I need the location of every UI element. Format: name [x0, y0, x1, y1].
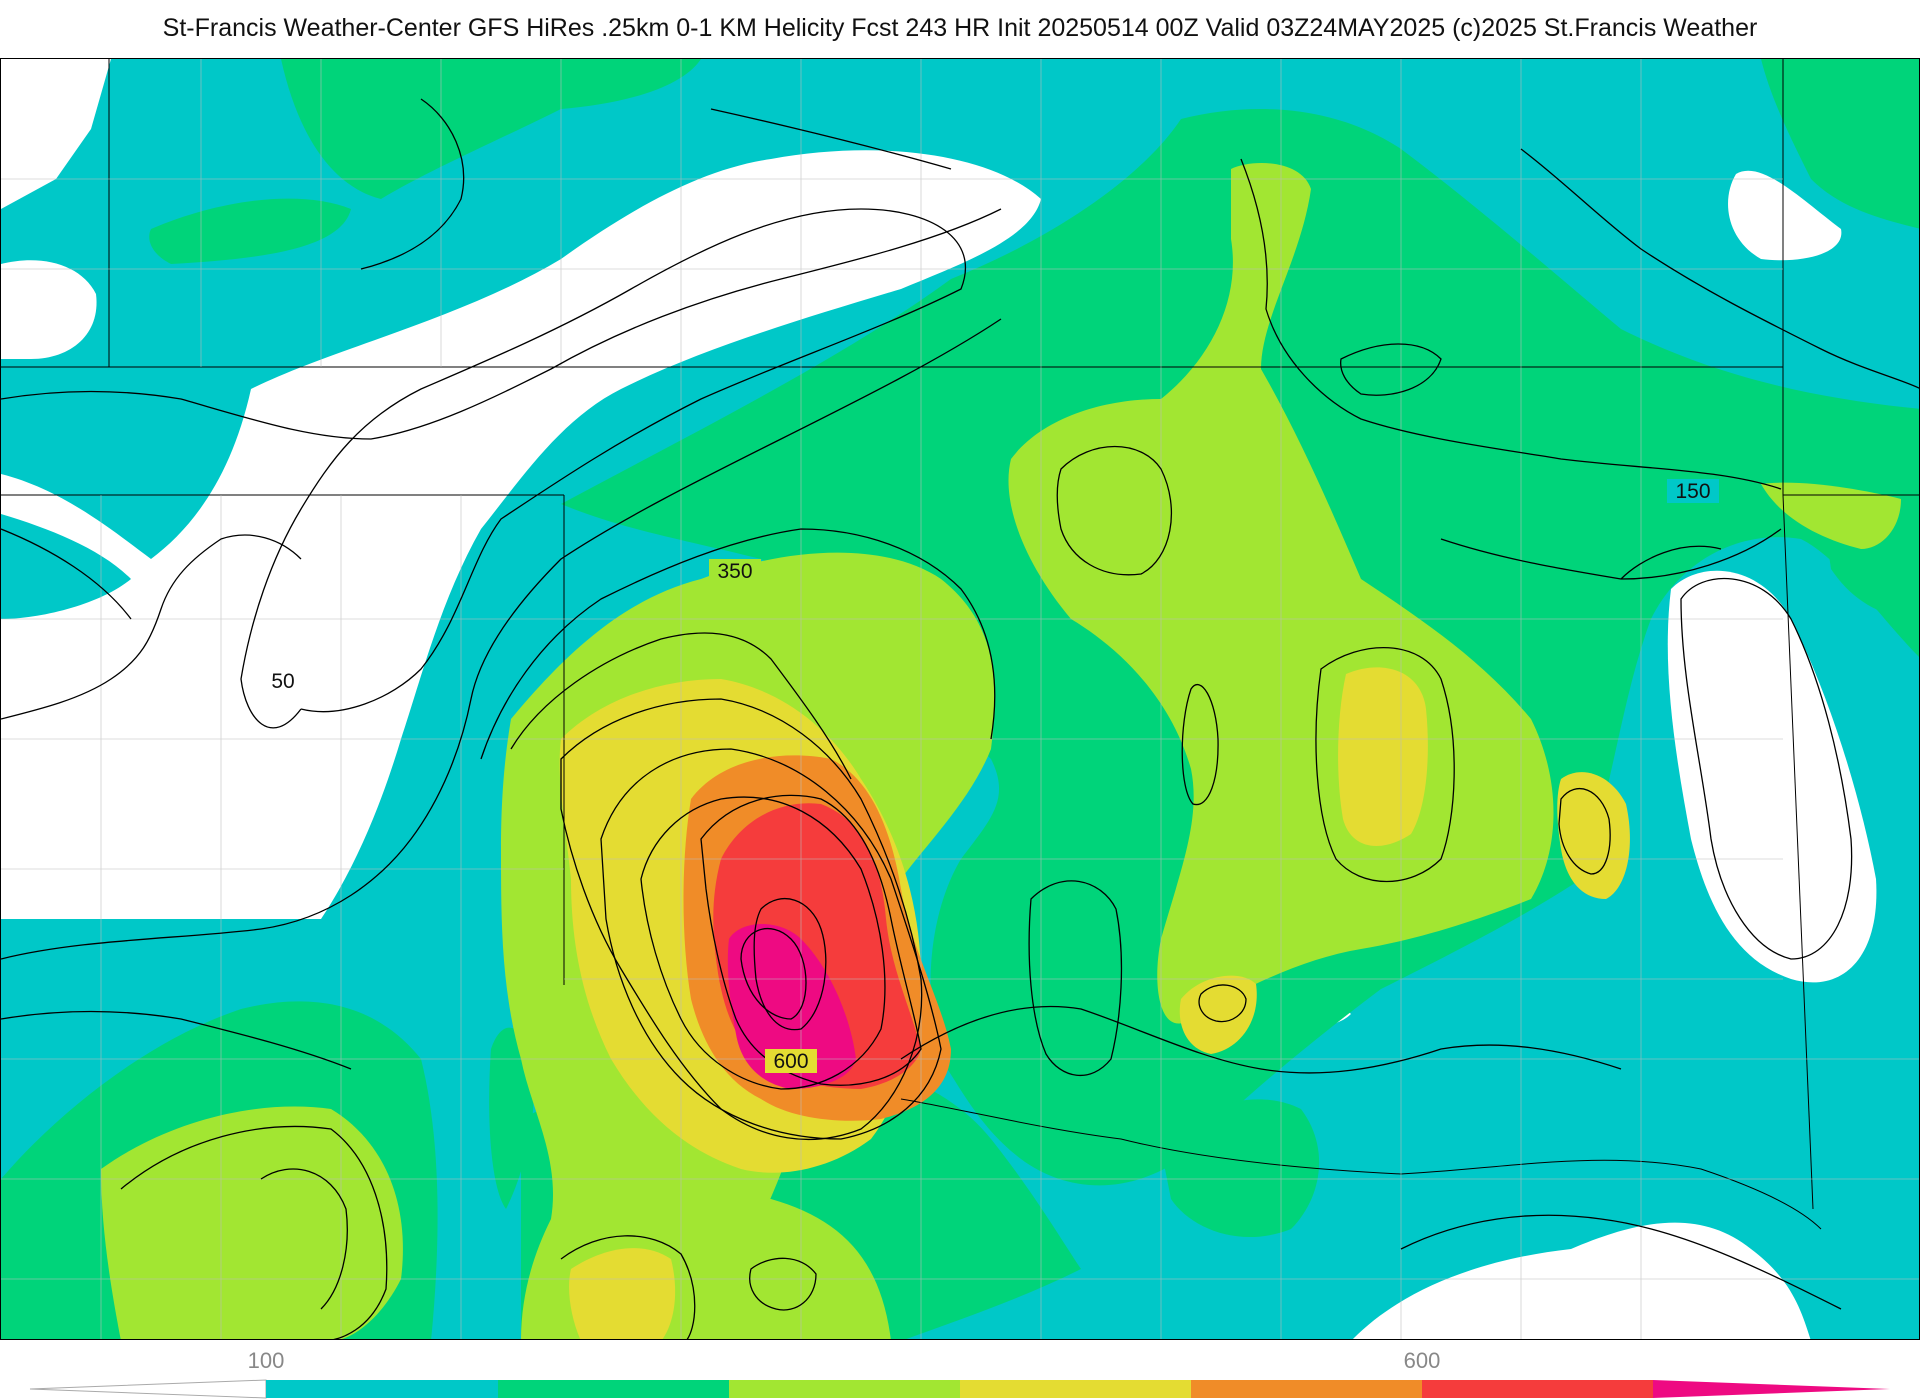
contour-line-150-east: [1620, 545, 1722, 580]
contour-line-east-loop: [1680, 577, 1853, 960]
color-scale-bar: [29, 1379, 1890, 1399]
band-fill-lime-southwest: [101, 1106, 403, 1339]
contour-line-east-top: [1340, 343, 1442, 396]
contour-line-450: [560, 698, 923, 1140]
band-fill-white-northeast-spot: [1728, 170, 1842, 261]
band-fill-white-east-oval: [1667, 570, 1877, 983]
contour-line-central-small-ring: [1198, 984, 1247, 1023]
helicity-map-canvas: 50 350 600 150: [1, 59, 1919, 1339]
county-lines: [1, 59, 1919, 1339]
band-fill-green-north: [281, 59, 701, 199]
contour-label-150: 150: [1675, 480, 1710, 503]
contour-line-south-main: [900, 1005, 1622, 1074]
contour-line-650: [753, 898, 827, 1031]
contour-line-small-oval: [1181, 683, 1219, 806]
contour-line-southwest-inner: [260, 1168, 348, 1310]
contour-line-ring-1: [640, 796, 886, 1090]
band-fill-green-southwest-strip: [489, 1027, 534, 1209]
colorbar-high-arrow: [1653, 1380, 1890, 1398]
legend-tick-label-100: 100: [247, 1348, 285, 1373]
contour-line-southwest-ring: [120, 1125, 388, 1339]
contour-line-central-white-ring: [1028, 880, 1123, 1076]
band-fill-green-south-mid: [1161, 1099, 1320, 1238]
legend-tick-label-600: 600: [1403, 1348, 1441, 1373]
contour-line-50: [1, 534, 302, 720]
band-fill-white-northwest: [1, 59, 111, 209]
contour-line-northeast-loop: [1056, 445, 1173, 576]
contour-line-southeast: [1400, 1214, 1842, 1310]
colorbar-segment-3: [729, 1380, 960, 1398]
band-fill-yellow-northeast-oval: [1338, 667, 1428, 846]
band-fill-green-northwest-strip: [149, 198, 351, 264]
contour-line-100-west: [1, 318, 1002, 960]
contour-line-550: [700, 794, 922, 1086]
contour-label-bg-150: [1667, 479, 1719, 503]
contour-line-far-east: [1520, 148, 1919, 389]
band-fill-white-central-plain: [1, 150, 1041, 919]
band-fill-yellow-central-small: [1179, 975, 1257, 1054]
contour-line-north-curve: [710, 108, 952, 170]
contour-line-west-upper: [1, 528, 132, 620]
contour-label-bg-50: [263, 669, 303, 693]
contour-line-east-oval-ring: [1315, 646, 1455, 883]
colorbar-segment-5: [1191, 1380, 1422, 1398]
helicity-contours: [1, 98, 1919, 1339]
contour-line-east-band: [1440, 528, 1782, 580]
colorbar-segment-1: [266, 1380, 498, 1398]
contour-line-south-ring: [749, 1257, 817, 1311]
band-fill-white-west-small: [1, 260, 97, 359]
contour-label-50: 50: [271, 670, 294, 693]
band-fill-magenta-core: [727, 924, 856, 1089]
colorbar-segment-6: [1422, 1380, 1653, 1398]
contour-label-350: 350: [717, 560, 752, 583]
band-fill-lime-east-small: [1761, 482, 1901, 549]
color-legend: 100 600: [0, 1340, 1920, 1400]
contour-line-150: [480, 528, 996, 760]
contour-line-north-arc: [360, 98, 465, 270]
contour-label-bg-600: [765, 1049, 817, 1073]
colorbar-low-arrow: [29, 1379, 267, 1399]
contour-line-west-lower: [1, 1010, 352, 1070]
band-fill-yellow-south-oval: [569, 1248, 676, 1339]
contour-label-600: 600: [773, 1050, 808, 1073]
contour-line-ring-2: [600, 748, 942, 1140]
map-title: St-Francis Weather-Center GFS HiRes .25k…: [162, 14, 1758, 42]
contour-label-bg-350: [709, 559, 761, 583]
contour-line-350: [510, 632, 852, 780]
contour-labels: 50 350 600 150: [263, 479, 1719, 1073]
contour-line-northeast-outer: [1240, 158, 1782, 490]
band-fill-green-northeast-right: [1761, 59, 1919, 229]
contour-line-600-inner: [740, 928, 807, 1020]
colorbar-segment-4: [960, 1380, 1191, 1398]
contour-line-north-band: [1, 208, 1002, 440]
contour-line-east-small-ring: [1558, 788, 1611, 875]
contour-line-south-oval: [560, 1235, 696, 1339]
helicity-map: 50 350 600 150: [0, 58, 1920, 1340]
contour-line-50-east: [240, 208, 967, 729]
band-fill-white-southeast: [1353, 1222, 1811, 1339]
band-fill-yellow-east-oval: [1557, 772, 1630, 899]
colorbar-segment-2: [498, 1380, 729, 1398]
